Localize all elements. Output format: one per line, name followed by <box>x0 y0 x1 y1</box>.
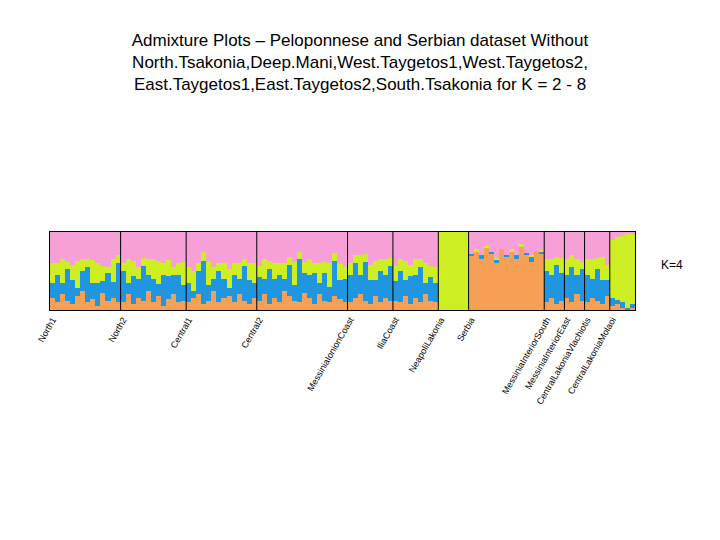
svg-text:CentralLakoniaMolaoi: CentralLakoniaMolaoi <box>566 316 618 396</box>
svg-text:NeapoliLakonia: NeapoliLakonia <box>407 316 447 375</box>
svg-text:MessiniaIonionCoast: MessiniaIonionCoast <box>305 315 356 393</box>
svg-text:MessiniaInteriorEast: MessiniaInteriorEast <box>523 315 573 391</box>
svg-text:North2: North2 <box>107 316 129 344</box>
svg-text:MessiniaInteriorSouth: MessiniaInteriorSouth <box>500 316 552 396</box>
svg-text:Central2: Central2 <box>239 316 265 350</box>
svg-text:CentralLakoniaVlachiotis: CentralLakoniaVlachiotis <box>535 315 593 406</box>
svg-text:Admixture Plots – Peloponnese: Admixture Plots – Peloponnese and Serbia… <box>132 31 589 94</box>
svg-text:Central1: Central1 <box>169 316 195 350</box>
svg-text:K=4: K=4 <box>661 258 683 272</box>
svg-text:North1: North1 <box>36 316 58 344</box>
svg-text:Serbia: Serbia <box>455 316 477 344</box>
svg-text:IliaCoast: IliaCoast <box>375 315 401 351</box>
